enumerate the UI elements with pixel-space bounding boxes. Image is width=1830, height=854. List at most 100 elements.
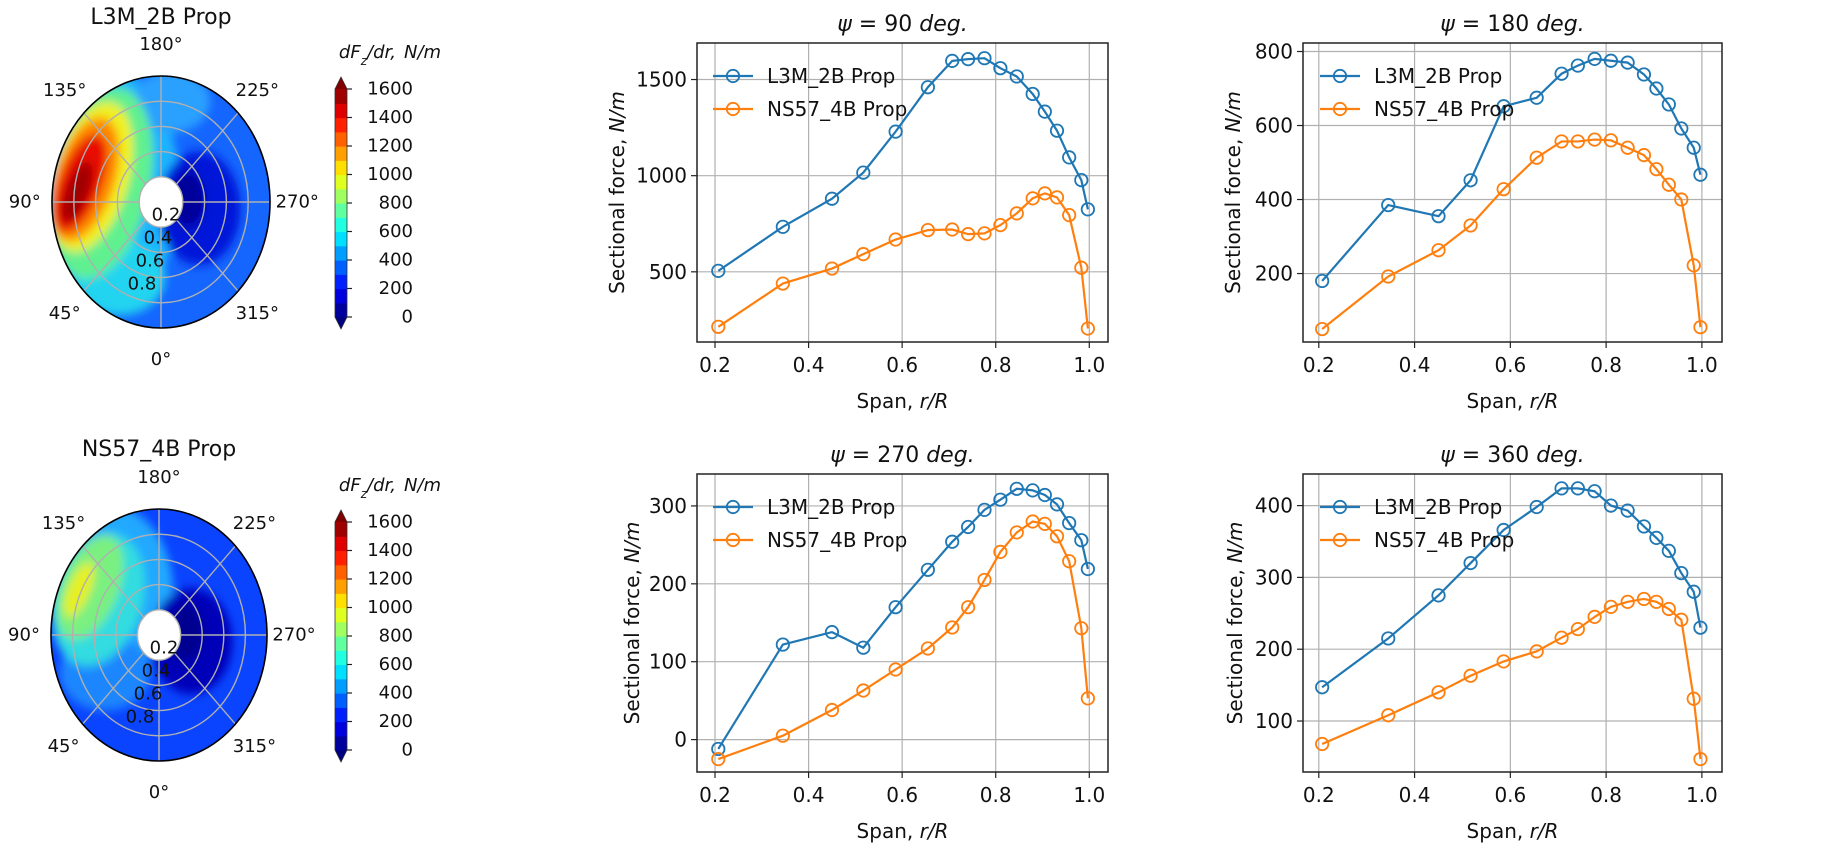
polar-angle-label: 90°: [8, 625, 40, 646]
colorbar-extend-min: [335, 750, 347, 762]
data-point: [1686, 140, 1701, 155]
title-symbol: ψ: [1440, 12, 1455, 37]
colorbar-level: [335, 117, 347, 133]
polar-grid-spoke: [175, 219, 239, 292]
colorbar-level: [335, 231, 347, 247]
data-point: [1074, 172, 1089, 188]
data-point: [1496, 522, 1511, 538]
data-point: [1049, 123, 1065, 138]
data-point: [993, 61, 1008, 76]
colorbar-label-part: z: [360, 54, 368, 68]
data-point: [1649, 81, 1664, 96]
legend: L3M_2B Prop NS57_4B Prop: [713, 64, 907, 121]
data-point: [775, 276, 790, 291]
data-point: [993, 217, 1008, 233]
colorbar-tick-label: 1000: [367, 597, 413, 618]
y-axis-label: Sectional force, N/m: [1221, 91, 1245, 294]
title-symbol: ψ: [837, 12, 852, 37]
y-axis-label-unit: N/m: [605, 91, 629, 132]
polar-title: L3M_2B Prop: [90, 5, 231, 30]
data-point: [711, 751, 726, 767]
colorbar-level: [335, 203, 347, 218]
y-axis-label: Sectional force, N/m: [620, 522, 644, 725]
legend-label: NS57_4B Prop: [1374, 97, 1514, 121]
series-line: [1321, 57, 1702, 282]
data-point: [1463, 173, 1478, 188]
colorbar-level: [335, 89, 347, 104]
polar-grid-spoke: [173, 652, 236, 725]
data-point: [961, 52, 976, 67]
data-point: [1529, 644, 1544, 659]
y-axis-label-text: Sectional force,: [1223, 563, 1247, 725]
y-tick-label: 100: [649, 650, 687, 674]
data-point: [775, 219, 790, 234]
data-point: [1661, 601, 1676, 617]
colorbar-extend-max: [335, 77, 347, 89]
colorbar-label-part: /dr,: [365, 475, 396, 496]
data-point: [1315, 680, 1330, 695]
data-point: [1431, 209, 1446, 224]
data-point: [1037, 487, 1052, 503]
x-axis-label: Span, r/R: [1467, 389, 1559, 413]
colorbar-tick-label: 600: [379, 221, 413, 242]
x-axis-label-text: Span,: [1467, 819, 1530, 843]
x-axis-label: Span, r/R: [857, 389, 949, 413]
polar-radial-label: 0.6: [134, 684, 163, 705]
data-point: [1496, 654, 1511, 669]
data-point: [1570, 481, 1585, 496]
x-tick-label: 0.6: [1494, 783, 1526, 807]
line-chart-psi-180: 0.2 0.4 0.6 0.8 1.0 200 400 600 800 L3M_2B Prop NS…: [1221, 12, 1723, 413]
x-tick-label: 0.6: [886, 783, 918, 807]
x-tick-label: 0.4: [1399, 783, 1431, 807]
colorbar-level: [335, 174, 347, 190]
x-tick-label: 0.8: [980, 783, 1012, 807]
colorbar-level: [335, 664, 347, 680]
colorbar-tick-label: 1000: [367, 164, 413, 185]
data-point: [1649, 530, 1664, 546]
data-point: [920, 562, 935, 577]
legend-label: L3M_2B Prop: [1374, 495, 1502, 519]
polar-angle-label: 315°: [236, 303, 279, 324]
data-point: [711, 741, 726, 757]
polar-angle-label: 180°: [137, 467, 180, 488]
colorbar-level: [335, 146, 347, 161]
colorbar-level: [335, 160, 347, 176]
data-point: [1049, 497, 1065, 512]
y-axis-label-text: Sectional force,: [620, 563, 644, 725]
colorbar-level: [335, 678, 347, 694]
polar-radial-label: 0.4: [142, 661, 171, 682]
data-point: [856, 683, 871, 698]
data-point: [1049, 190, 1065, 205]
colorbar-tick-label: 1400: [367, 107, 413, 128]
data-point: [1603, 498, 1619, 513]
data-point: [920, 80, 935, 95]
data-point: [1554, 481, 1569, 496]
data-point: [1620, 55, 1635, 70]
data-point: [1037, 186, 1052, 201]
series-line: [1321, 597, 1702, 760]
colorbar-level: [335, 579, 347, 594]
data-point: [1062, 150, 1077, 165]
data-point: [1529, 90, 1544, 105]
y-tick-label: 300: [1255, 565, 1293, 589]
colorbar-level: [335, 550, 347, 566]
legend-marker: [725, 532, 741, 548]
chart-title: ψ = 180 deg.: [1440, 12, 1584, 37]
x-tick-label: 0.4: [793, 353, 825, 377]
data-point: [1381, 269, 1396, 284]
data-point: [1661, 177, 1676, 192]
colorbar-extend-max: [335, 510, 347, 522]
y-tick-label: 0: [674, 728, 687, 752]
colorbar-level: [335, 707, 347, 723]
x-axis-label-unit: r/R: [1530, 819, 1559, 843]
data-point: [1674, 121, 1689, 136]
polar-center-hole: [139, 176, 183, 228]
colorbar-tick-label: 400: [379, 683, 413, 704]
polar-radial-label: 0.2: [150, 638, 179, 659]
series-line: [1321, 487, 1702, 689]
data-point: [977, 502, 992, 517]
data-point: [711, 319, 726, 334]
colorbar-level: [335, 593, 347, 609]
data-point: [824, 702, 840, 718]
